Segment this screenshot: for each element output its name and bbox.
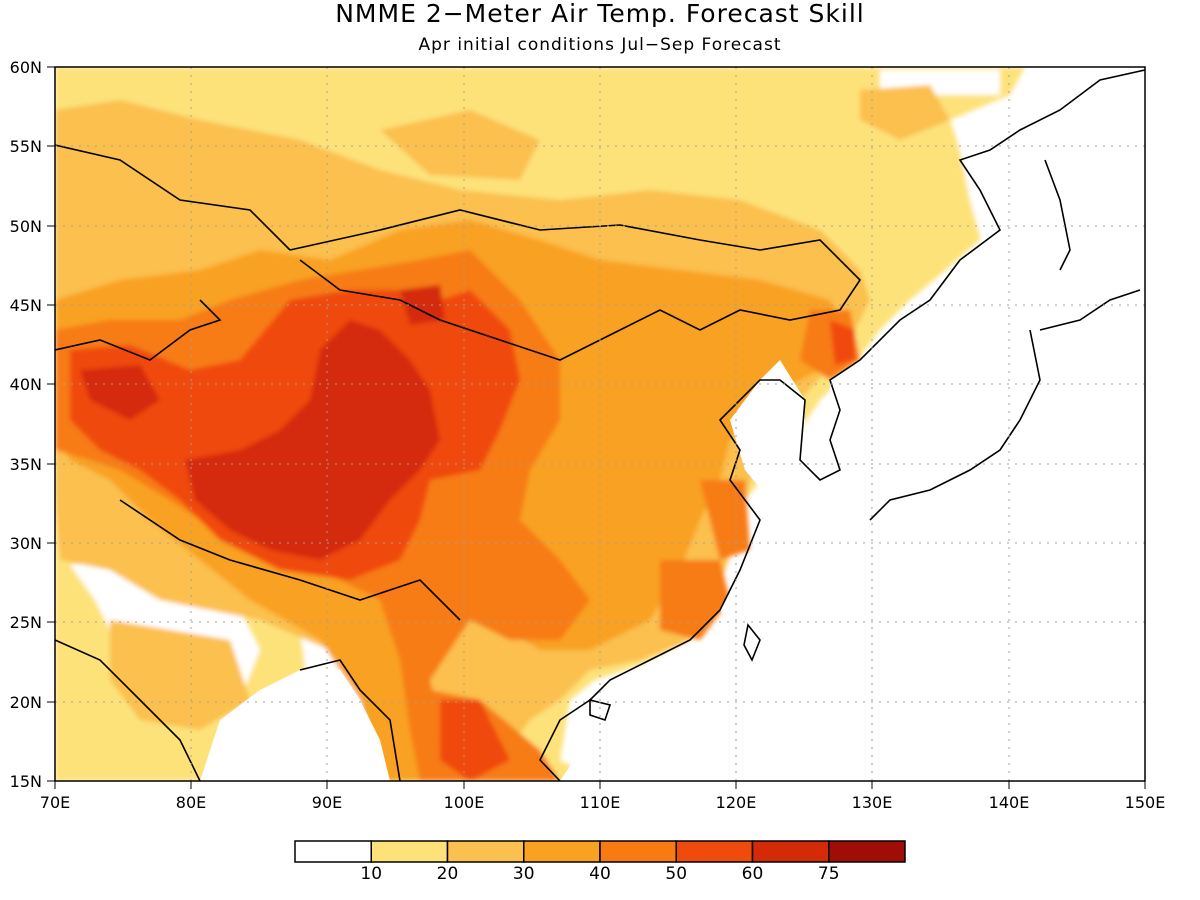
skill-band-20-30-ne (860, 85, 950, 140)
xtick-label: 80E (176, 793, 206, 812)
figure-title: NMME 2−Meter Air Temp. Forecast Skill (335, 0, 865, 28)
coastline-sakhalin (1044, 159, 1071, 271)
colorbar-label: 10 (360, 864, 382, 884)
ytick-label: 60N (10, 58, 42, 77)
ocean-mask-bay (200, 670, 390, 781)
skill-band-50-60-myanmar (440, 700, 510, 781)
xtick-label: 110E (580, 793, 621, 812)
colorbar-label: 20 (437, 864, 459, 884)
ytick-label: 30N (10, 534, 42, 553)
coastline-japan-hokkaido (1039, 289, 1141, 331)
colorbar-label: 30 (513, 864, 535, 884)
grid-lines (55, 67, 1145, 781)
colorbar-swatch (751, 840, 830, 863)
skill-band-60-75-w (80, 365, 160, 420)
xtick-label: 120E (716, 793, 757, 812)
colorbar-swatch (523, 840, 601, 863)
ytick-label: 50N (10, 217, 42, 236)
ocean-mask-se (560, 660, 760, 781)
border-russia (55, 144, 291, 251)
ocean-mask-east (720, 67, 1145, 781)
skill-band-60-75-n (400, 285, 445, 325)
border-mongolia (289, 209, 862, 361)
coastline-hainan (589, 698, 612, 722)
border-central-asia (55, 299, 222, 361)
ytick-label: 35N (10, 455, 42, 474)
xtick-label: 150E (1125, 793, 1166, 812)
ytick-label: 55N (10, 137, 42, 156)
coastline-japan-honshu (869, 329, 1041, 521)
colorbar-swatch (828, 840, 906, 863)
coastlines (55, 69, 1145, 781)
coastline-bay-of-bengal (299, 659, 401, 781)
xtick-label: 70E (40, 793, 70, 812)
skill-band-60-75 (185, 320, 440, 560)
xtick-label: 140E (989, 793, 1030, 812)
xtick-label: 90E (312, 793, 342, 812)
coastline-taiwan (743, 623, 761, 662)
ytick-label: 40N (10, 375, 42, 394)
y-axis-labels: 15N 20N 25N 30N 35N 40N 45N 50N 55N 60N (10, 58, 42, 791)
skill-band-50-60-korea (830, 320, 855, 365)
colorbar-swatch (294, 840, 372, 863)
border-himalaya (119, 499, 461, 621)
colorbar: 10 20 30 40 50 60 75 (294, 840, 906, 884)
colorbar-label: 40 (589, 864, 611, 884)
coastline-indochina (539, 699, 591, 781)
colorbar-swatch (675, 840, 754, 863)
ytick-label: 45N (10, 296, 42, 315)
skill-band-40-50-se (660, 560, 730, 640)
ytick-label: 15N (10, 772, 42, 791)
xtick-label: 130E (852, 793, 893, 812)
coastline-india-east (55, 639, 201, 781)
colorbar-label: 60 (742, 864, 764, 884)
figure-subtitle: Apr initial conditions Jul−Sep Forecast (419, 35, 782, 55)
xtick-label: 100E (444, 793, 485, 812)
ytick-label: 25N (10, 613, 42, 632)
colorbar-swatch (446, 840, 525, 863)
x-axis-labels: 70E 80E 90E 100E 110E 120E 130E 140E 150… (40, 793, 1166, 812)
colorbar-label: 75 (818, 864, 840, 884)
skill-field (55, 67, 1145, 781)
axis-ticks (47, 66, 1146, 789)
colorbar-swatch (599, 840, 677, 863)
ytick-label: 20N (10, 693, 42, 712)
colorbar-label: 50 (665, 864, 687, 884)
skill-band-20-30-n (380, 110, 540, 180)
skill-band-40-50-china (700, 480, 750, 560)
colorbar-swatch (370, 840, 449, 863)
coastline-east-asia (589, 69, 1145, 701)
